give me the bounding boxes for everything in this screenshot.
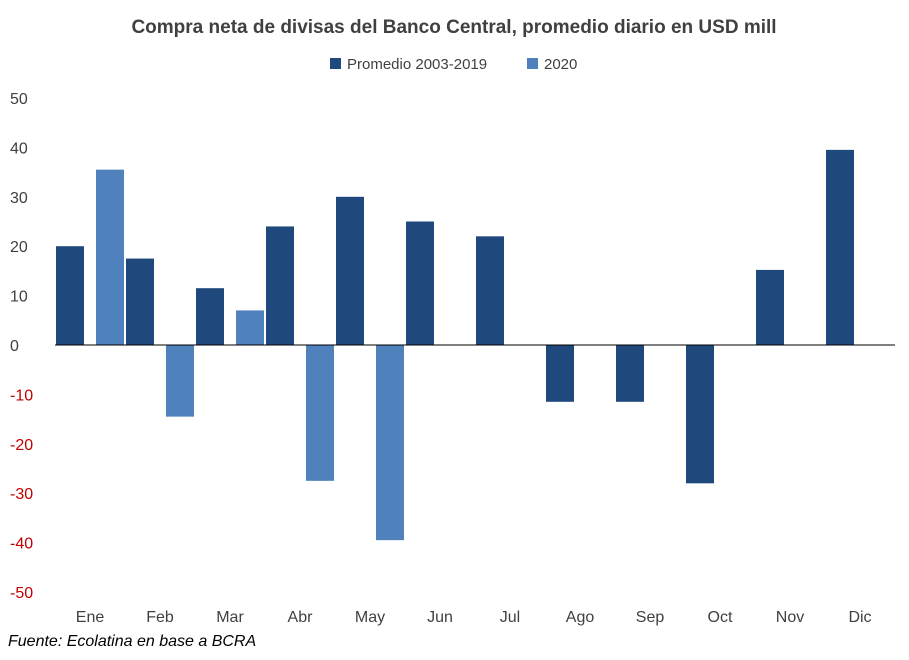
bar-0-jun <box>406 221 434 345</box>
bar-0-mar <box>196 288 224 345</box>
x-axis: Ene Feb Mar Abr May Jun Jul Ago Sep Oct Nov Dic <box>76 609 872 626</box>
bar-1-feb <box>166 345 194 417</box>
legend-swatch-0 <box>330 58 341 69</box>
x-tick-label: Abr <box>288 609 314 626</box>
x-tick-label: Jul <box>500 609 520 626</box>
x-tick-label: Feb <box>146 609 174 626</box>
x-tick-label: Mar <box>216 609 244 626</box>
bar-0-sep <box>616 345 644 402</box>
bar-0-ene <box>56 246 84 345</box>
bar-0-may <box>336 196 364 345</box>
bar-0-ago <box>546 345 574 402</box>
bar-0-oct <box>686 345 714 484</box>
legend-label-0: Promedio 2003-2019 <box>347 56 487 73</box>
bar-1-ene <box>96 169 124 345</box>
bar-0-jul <box>476 236 504 345</box>
y-tick-label: -10 <box>10 387 33 404</box>
legend-label-1: 2020 <box>544 56 577 73</box>
bar-0-abr <box>266 226 294 345</box>
x-tick-label: Oct <box>708 609 733 626</box>
bar-1-mar <box>236 310 264 345</box>
y-axis: 50 40 30 20 10 0 -10 -20 -30 -40 -50 <box>10 91 33 602</box>
bar-1-abr <box>306 345 334 481</box>
y-tick-label: -20 <box>10 437 33 454</box>
x-tick-label: Dic <box>848 609 871 626</box>
chart-title: Compra neta de divisas del Banco Central… <box>131 17 776 38</box>
bar-1-may <box>376 345 404 541</box>
legend-swatch-1 <box>527 58 538 69</box>
y-tick-label: -40 <box>10 536 33 553</box>
x-tick-label: May <box>355 609 385 626</box>
x-tick-label: Ene <box>76 609 105 626</box>
y-tick-label: 30 <box>10 190 28 207</box>
y-tick-label: 20 <box>10 239 28 256</box>
y-tick-label: -50 <box>10 585 33 602</box>
x-tick-label: Jun <box>427 609 453 626</box>
source-note: Fuente: Ecolatina en base a BCRA <box>8 633 257 650</box>
y-tick-label: 10 <box>10 289 28 306</box>
bar-0-dic <box>826 149 854 345</box>
bars <box>56 149 854 541</box>
x-tick-label: Sep <box>636 609 665 626</box>
x-tick-label: Ago <box>566 609 595 626</box>
y-tick-label: -30 <box>10 486 33 503</box>
y-tick-label: 0 <box>10 338 19 355</box>
y-tick-label: 40 <box>10 140 28 157</box>
y-tick-label: 50 <box>10 91 28 108</box>
x-tick-label: Nov <box>776 609 804 626</box>
bar-0-feb <box>126 258 154 345</box>
bar-0-nov <box>756 269 784 345</box>
legend: Promedio 2003-2019 2020 <box>330 56 577 73</box>
